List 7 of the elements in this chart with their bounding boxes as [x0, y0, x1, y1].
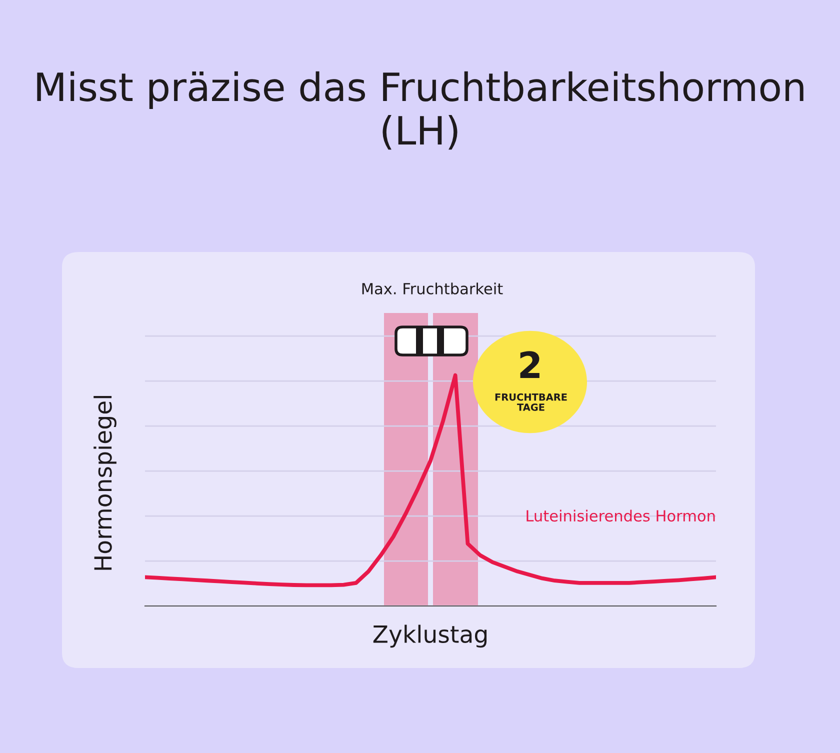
annotation: FRUCHTBARE TAGE	[495, 393, 567, 411]
x-axis-title: Zyklustag	[373, 624, 487, 648]
annotation: 2	[520, 351, 540, 378]
text: Luteinisierendes Hormon	[526, 510, 715, 522]
y-axis-title: Hormonspiegel	[94, 396, 116, 570]
chart-title: Misst präzise das Fruchtbarkeitshormon (LH)	[37, 71, 804, 150]
text: Max. Fruchtbarkeit	[362, 282, 503, 294]
